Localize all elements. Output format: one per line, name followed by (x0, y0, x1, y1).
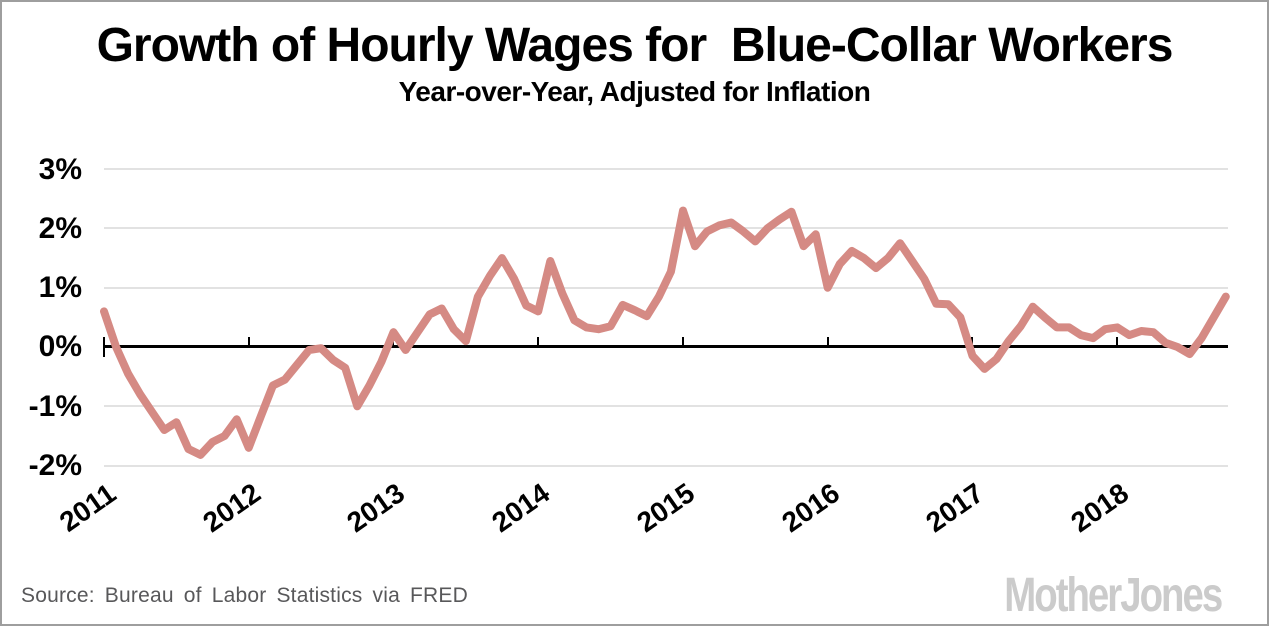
y-axis-label-0: 0% (38, 330, 82, 363)
axis-tick-2016 (827, 337, 829, 348)
y-axis-label-neg1: -1% (28, 390, 82, 423)
gridline-2pct (104, 227, 1228, 229)
zero-axis-line (104, 345, 1228, 348)
chart-title: Growth of Hourly Wages for Blue-Collar W… (96, 19, 1174, 72)
gridline-3pct (104, 168, 1228, 170)
axis-tick-2018 (1116, 337, 1118, 348)
x-axis-label-2018: 2018 (1065, 477, 1135, 539)
x-axis-label-2013: 2013 (341, 477, 411, 539)
y-axis-label-3: 3% (38, 153, 82, 186)
axis-tick-2014 (537, 337, 539, 348)
axis-tick-2011 (103, 337, 105, 348)
gridline-neg1pct (104, 405, 1228, 407)
y-axis-label-2: 2% (38, 212, 82, 245)
axis-tick-2013 (392, 337, 394, 348)
axis-tick-2015 (682, 337, 684, 348)
chart-subtitle: Year-over-Year, Adjusted for Inflation (398, 76, 871, 107)
x-axis-label-2012: 2012 (197, 477, 267, 539)
axis-tick-2017 (971, 337, 973, 348)
y-axis-label-neg2: -2% (28, 449, 82, 482)
x-axis-label-2014: 2014 (486, 477, 556, 539)
axis-corner-tick (103, 348, 105, 357)
x-axis-label-2017: 2017 (920, 477, 990, 539)
gridline-neg2pct (104, 465, 1228, 467)
gridline-1pct (104, 287, 1228, 289)
publisher-logo: MotherJones (1004, 569, 1223, 622)
x-axis-label-2016: 2016 (776, 477, 846, 539)
wage-growth-line (100, 206, 1230, 459)
y-axis-label-1: 1% (38, 271, 82, 304)
axis-tick-2012 (248, 337, 250, 348)
source-note: Source: Bureau of Labor Statistics via F… (21, 584, 468, 607)
x-axis-label-2015: 2015 (631, 477, 701, 539)
